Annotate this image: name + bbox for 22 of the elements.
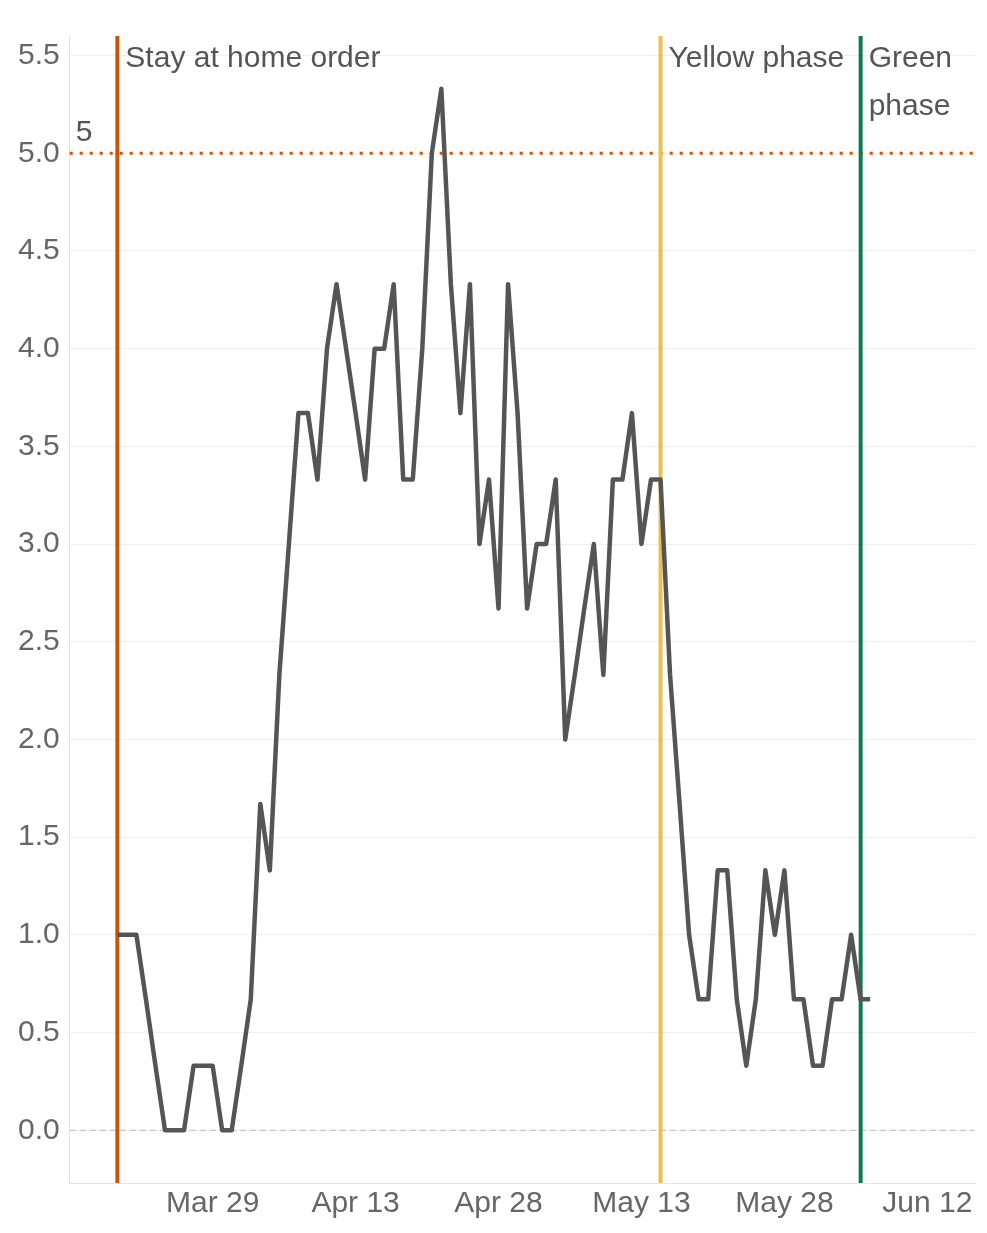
y-tick-label: 3.0 <box>17 525 60 559</box>
y-tick-label: 4.5 <box>17 232 60 266</box>
ref-line-label: Stay at home order <box>125 40 381 74</box>
y-tick-label: 3.5 <box>17 427 60 461</box>
ref-line-label: 5 <box>75 113 93 147</box>
y-tick-label: 2.5 <box>17 623 60 657</box>
ref-line-label: Green phase <box>868 40 953 122</box>
y-tick-label: 0.5 <box>17 1013 60 1047</box>
x-tick-label: Apr 28 <box>454 1185 543 1219</box>
y-tick-label: 0.0 <box>17 1111 60 1145</box>
y-tick-label: 1.5 <box>17 818 60 852</box>
x-tick-label: May 28 <box>735 1185 834 1219</box>
y-tick-label: 1.0 <box>17 916 60 950</box>
y-tick-label: 4.0 <box>17 329 60 363</box>
x-tick-label: Jun 12 <box>882 1185 973 1219</box>
ref-line-label: Yellow phase <box>668 40 845 74</box>
y-tick-label: 5.5 <box>17 36 60 70</box>
x-tick-label: Mar 29 <box>165 1185 260 1219</box>
x-tick-label: Apr 13 <box>311 1185 400 1219</box>
y-tick-label: 2.0 <box>17 720 60 754</box>
x-tick-label: May 13 <box>592 1185 691 1219</box>
y-tick-label: 5.0 <box>17 134 60 168</box>
